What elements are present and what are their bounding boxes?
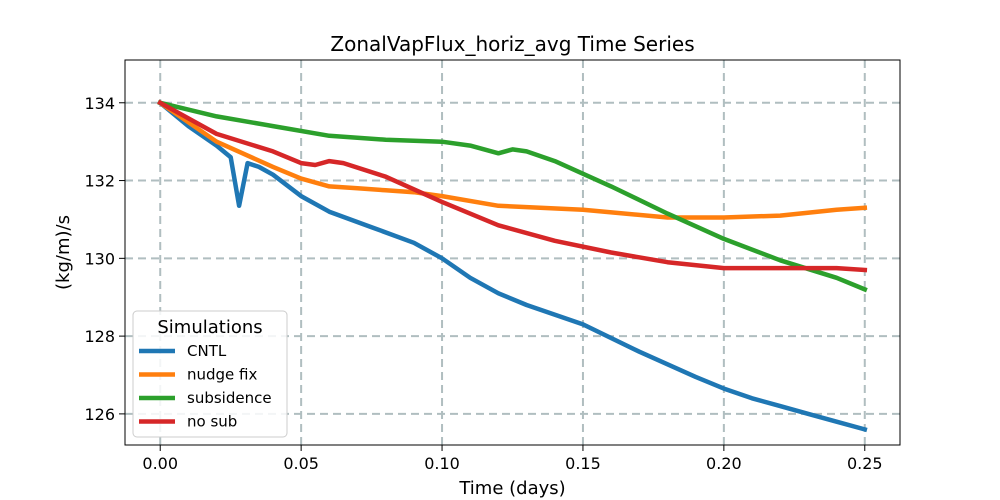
x-tick-label: 0.15 xyxy=(565,454,601,473)
y-axis-label: (kg/m)/s xyxy=(53,215,74,290)
y-tick-label: 126 xyxy=(84,405,115,424)
series-line-no-sub xyxy=(157,99,868,273)
chart-title: ZonalVapFlux_horiz_avg Time Series xyxy=(330,32,694,56)
series-line-nudge-fix xyxy=(157,99,868,220)
y-tick-label: 130 xyxy=(84,249,115,268)
legend-label-subsidence: subsidence xyxy=(187,389,272,407)
series-line-subsidence xyxy=(157,100,868,293)
x-tick-label: 0.05 xyxy=(283,454,319,473)
y-tick-label: 134 xyxy=(84,94,115,113)
legend-label-no-sub: no sub xyxy=(187,413,237,431)
ticks-layer: 0.00 0.05 0.10 0.15 0.20 0.25 126 128 130 132 134 xyxy=(84,94,882,473)
legend-box xyxy=(132,310,288,438)
y-tick-label: 132 xyxy=(84,172,115,191)
plot-frame xyxy=(124,59,901,446)
x-tick-label: 0.25 xyxy=(847,454,883,473)
x-tick-label: 0.20 xyxy=(706,454,742,473)
legend-label-nudge-fix: nudge fix xyxy=(187,366,258,384)
legend-title: Simulations xyxy=(157,317,262,338)
x-axis-label: Time (days) xyxy=(458,478,565,499)
legend-label-cntl: CNTL xyxy=(187,342,227,360)
x-tick-label: 0.00 xyxy=(142,454,178,473)
y-tick-label: 128 xyxy=(84,327,115,346)
x-tick-label: 0.10 xyxy=(424,454,460,473)
series-layer xyxy=(157,99,868,433)
legend: Simulations CNTL nudge fix subsidence no sub xyxy=(132,310,288,438)
series-line-cntl xyxy=(157,99,868,433)
